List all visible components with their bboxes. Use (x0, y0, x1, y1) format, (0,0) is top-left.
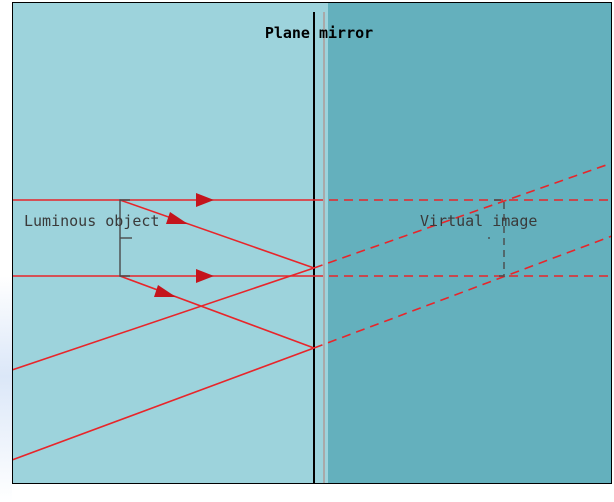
virtual-image-label: Virtual image (420, 212, 537, 230)
bottom-virtual-ray (313, 235, 612, 349)
bottom-oblique-ray (119, 275, 315, 349)
virtual-image-bracket (494, 199, 505, 277)
bottom-oblique-arrow (154, 285, 176, 297)
bottom-reflected-ray (12, 347, 315, 461)
diagram-border (12, 2, 612, 484)
diagram-title: Plane mirror (265, 24, 373, 42)
front-of-mirror-region (12, 2, 328, 484)
top-virtual-ray (313, 162, 612, 269)
top-oblique-ray (119, 199, 315, 269)
luminous-object-label: Luminous object (24, 212, 159, 230)
top-reflected-ray (12, 267, 315, 371)
bottom-horizontal-arrow (196, 269, 214, 283)
left-edge-glow (0, 0, 12, 502)
behind-mirror-region (328, 2, 612, 484)
top-oblique-arrow (166, 212, 188, 224)
top-horizontal-arrow (196, 193, 214, 207)
